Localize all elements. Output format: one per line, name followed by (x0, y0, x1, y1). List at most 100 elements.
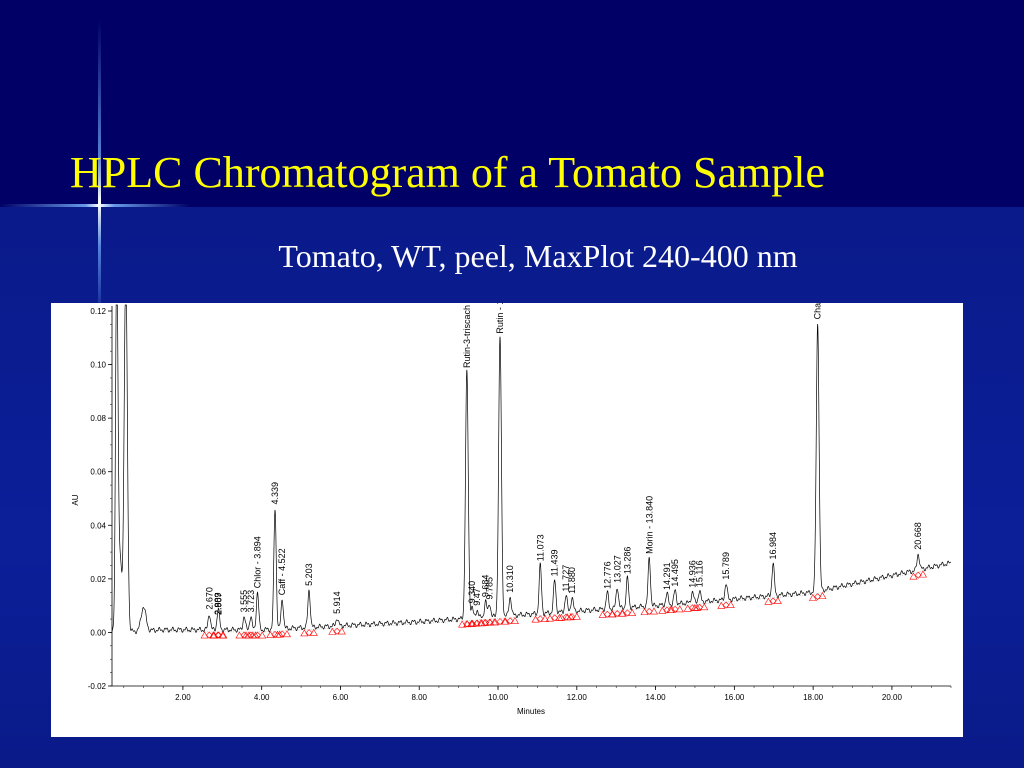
y-tick-label: 0.12 (90, 307, 106, 316)
peak-boundary-marker (266, 631, 275, 638)
peak-label: 3.555 (239, 590, 249, 613)
peak-label: 13.286 (622, 547, 632, 575)
peak-label: 2.907 (214, 593, 224, 616)
peak-label: 2.889 (213, 593, 223, 616)
peak-baseline-marker (305, 629, 313, 637)
peak-boundary-marker (282, 630, 291, 638)
peak-boundary-marker (200, 631, 209, 639)
y-tick-label: 0.00 (90, 628, 106, 637)
peak-baseline-marker (215, 631, 223, 639)
peak-baseline-marker (914, 571, 922, 579)
peak-baseline-marker (645, 608, 653, 615)
chart-axes: 0.12 0.10 0.08 0.06 0.04 0.02 0.00 -0.02 2.00 4.0… (88, 306, 952, 702)
peak-label: 11.073 (535, 534, 545, 561)
peak-boundary-marker (328, 627, 337, 635)
peak-label: Morin - 13.840 (644, 496, 654, 554)
y-tick-label: 0.08 (90, 414, 106, 423)
peak-baseline-marker (536, 615, 544, 623)
marker-layer (200, 570, 927, 639)
peak-label: 20.668 (913, 522, 923, 550)
peak-baseline-marker (696, 603, 703, 611)
peak-baseline-marker (214, 631, 222, 639)
peak-label: 3.723 (246, 590, 256, 613)
x-tick-label: 16.00 (724, 693, 745, 702)
peak-label: 9.684 (481, 575, 491, 598)
peak-label: Rutin-3-triscach - 9.209 (462, 303, 472, 368)
peak-boundary-marker (235, 631, 244, 639)
x-tick-label: 4.00 (254, 693, 270, 702)
lens-flare-horizontal (0, 204, 190, 207)
peak-baseline-marker (603, 610, 611, 618)
peak-label: 2.670 (204, 587, 214, 610)
peak-baseline-marker (506, 617, 514, 625)
peak-label: 14.936 (687, 560, 697, 588)
peak-boundary-marker (337, 627, 346, 635)
peak-baseline-marker (568, 613, 576, 621)
x-tick-label: 12.00 (567, 693, 588, 702)
x-tick-label: 6.00 (333, 693, 349, 702)
peak-label: 5.914 (332, 591, 342, 614)
peak-label: 15.116 (695, 560, 705, 587)
chromatogram-chart: 0.12 0.10 0.08 0.06 0.04 0.02 0.00 -0.02 2.00 4.0… (71, 262, 952, 716)
lens-flare-vertical (98, 20, 101, 320)
peak-label: 5.203 (304, 563, 314, 586)
peak-label: 15.789 (721, 552, 731, 580)
x-tick-label: 2.00 (175, 693, 191, 702)
peak-label: 4.339 (270, 482, 280, 505)
y-tick-label: 0.06 (90, 468, 106, 477)
x-tick-label: 8.00 (411, 693, 427, 702)
peak-label: Chalc - 18.115 (813, 303, 823, 319)
peak-label: 9.785 (485, 577, 495, 600)
peak-boundary-marker (808, 594, 817, 601)
peak-baseline-marker (624, 609, 631, 617)
peak-label: 10.310 (505, 565, 515, 593)
peak-baseline-marker (671, 605, 679, 613)
peak-baseline-marker (278, 630, 286, 638)
peak-baseline-marker (254, 631, 261, 639)
y-tick-label: 0.04 (90, 521, 106, 530)
peak-label: 11.880 (567, 567, 577, 594)
peak-label: 12.776 (602, 561, 612, 589)
x-tick-label: 18.00 (803, 693, 824, 702)
baseline-layer (163, 565, 950, 633)
y-tick-label: 0.10 (90, 361, 106, 370)
peak-label: Caff - 4.522 (277, 548, 287, 595)
peak-boundary-marker (258, 631, 267, 639)
slide-title: HPLC Chromatogram of a Tomato Sample (70, 148, 826, 197)
y-tick-label: -0.02 (88, 682, 107, 691)
peak-baseline-marker (486, 618, 493, 626)
peak-label: Chlor - 3.894 (253, 536, 263, 588)
chromatogram-panel: 0.12 0.10 0.08 0.06 0.04 0.02 0.00 -0.02 2.00 4.0… (51, 262, 963, 737)
peak-label: 14.291 (662, 562, 672, 590)
peak-boundary-marker (918, 570, 927, 578)
trace-layer (111, 304, 952, 635)
peak-label: 16.984 (768, 532, 778, 560)
peak-label: 9.340 (467, 581, 477, 604)
peak-baseline-marker (333, 627, 341, 635)
peak-label: 13.027 (612, 555, 622, 583)
x-tick-label: 20.00 (882, 693, 903, 702)
peak-baseline-marker (769, 597, 777, 605)
y-tick-label: 0.02 (90, 575, 106, 584)
peak-baseline-marker (205, 631, 213, 639)
peak-boundary-marker (909, 572, 918, 580)
integration-baseline (163, 565, 950, 633)
peak-baseline-marker (722, 601, 730, 609)
chromatogram-trace (111, 304, 952, 635)
y-axis-label: AU (71, 494, 80, 505)
x-axis-label: Minutes (517, 707, 545, 716)
x-tick-label: 14.00 (646, 693, 667, 702)
peak-baseline-marker (551, 614, 559, 622)
peak-label: 9.47 (472, 588, 482, 606)
peak-label: 11.727 (561, 565, 571, 592)
peak-label: 11.439 (550, 550, 560, 577)
slide-subtitle: Tomato, WT, peel, MaxPlot 240-400 nm (278, 238, 798, 274)
peak-baseline-marker (814, 593, 822, 601)
peak-boundary-marker (818, 592, 827, 599)
peak-label: 14.495 (670, 559, 680, 587)
peak-baseline-marker (613, 610, 621, 618)
peak-boundary-marker (309, 628, 318, 636)
peak-baseline-marker (496, 618, 504, 626)
peak-label: Rutin - 10.051 (495, 303, 505, 334)
